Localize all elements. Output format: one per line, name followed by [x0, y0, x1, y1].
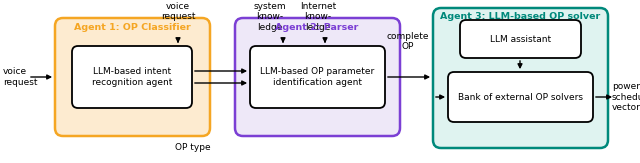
Text: Agent 3: LLM-based OP solver: Agent 3: LLM-based OP solver: [440, 12, 600, 21]
FancyBboxPatch shape: [433, 8, 608, 148]
FancyBboxPatch shape: [448, 72, 593, 122]
Text: voice
request: voice request: [3, 67, 38, 87]
Text: LLM-based OP parameter
identification agent: LLM-based OP parameter identification ag…: [260, 67, 374, 87]
Text: LLM-based intent
recognition agent: LLM-based intent recognition agent: [92, 67, 172, 87]
Text: voice
request: voice request: [161, 2, 195, 21]
Text: system
know-
ledge: system know- ledge: [253, 2, 286, 32]
FancyBboxPatch shape: [72, 46, 192, 108]
Text: Agent 1: OP Classifier: Agent 1: OP Classifier: [74, 23, 190, 32]
Text: power
scheduling
vector: power scheduling vector: [612, 82, 640, 112]
FancyBboxPatch shape: [460, 20, 581, 58]
Text: Internet
know-
ledge: Internet know- ledge: [300, 2, 336, 32]
Text: LLM assistant: LLM assistant: [490, 35, 551, 44]
Text: Agent 2: Parser: Agent 2: Parser: [275, 23, 358, 32]
Text: OP type: OP type: [175, 143, 211, 152]
FancyBboxPatch shape: [55, 18, 210, 136]
Text: Bank of external OP solvers: Bank of external OP solvers: [458, 92, 583, 102]
FancyBboxPatch shape: [250, 46, 385, 108]
Text: complete
OP: complete OP: [387, 32, 429, 51]
FancyBboxPatch shape: [235, 18, 400, 136]
